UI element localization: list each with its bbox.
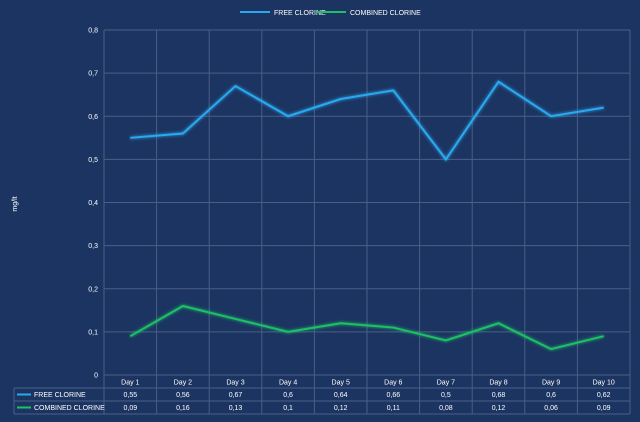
y-tick-label: 0,1 xyxy=(88,329,98,336)
grid xyxy=(104,30,630,375)
data-label: 0,64 xyxy=(334,392,348,399)
data-label: 0,11 xyxy=(387,405,400,412)
x-tick-label: Day 9 xyxy=(542,380,560,387)
y-tick-label: 0,2 xyxy=(88,286,98,293)
y-tick-label: 0,6 xyxy=(88,114,98,121)
x-tick-label: Day 4 xyxy=(279,380,297,387)
x-tick-label: Day 2 xyxy=(174,380,192,387)
y-axis-label: mg/lt xyxy=(12,196,19,211)
y-tick-label: 0,5 xyxy=(88,157,98,164)
data-label: 0,6 xyxy=(283,392,293,399)
legend: FREE CLORINE COMBINED CLORINE xyxy=(240,10,421,17)
x-tick-label: Day 6 xyxy=(384,380,402,387)
data-label: 0,06 xyxy=(544,405,558,412)
y-tick-label: 0,3 xyxy=(88,243,98,250)
x-tick-label: Day 1 xyxy=(121,380,139,387)
y-axis: 0 0,1 0,2 0,3 0,4 0,5 0,6 0,7 0,8 xyxy=(88,28,98,380)
data-table: Day 1 Day 2 Day 3 Day 4 Day 5 Day 6 Day 7 Day 8… xyxy=(14,375,630,414)
data-label: 0,09 xyxy=(123,405,137,412)
data-label: 0,09 xyxy=(597,405,611,412)
data-label: 0,66 xyxy=(386,392,400,399)
data-label: 0,12 xyxy=(334,405,348,412)
y-tick-label: 0,7 xyxy=(88,71,98,78)
data-label: 0,6 xyxy=(546,392,556,399)
data-label: 0,55 xyxy=(123,392,137,399)
x-tick-label: Day 7 xyxy=(437,380,455,387)
table-series-name: COMBINED CLORINE xyxy=(34,405,105,412)
x-tick-label: Day 5 xyxy=(332,380,350,387)
data-label: 0,68 xyxy=(492,392,506,399)
legend-label-combined-clorine: COMBINED CLORINE xyxy=(350,10,421,17)
data-label: 0,62 xyxy=(597,392,611,399)
data-label: 0,13 xyxy=(229,405,243,412)
data-label: 0,12 xyxy=(492,405,506,412)
table-series-name: FREE CLORINE xyxy=(34,392,86,399)
y-tick-label: 0 xyxy=(94,373,98,380)
data-label: 0,67 xyxy=(229,392,243,399)
x-tick-label: Day 8 xyxy=(489,380,507,387)
y-tick-label: 0,4 xyxy=(88,200,98,207)
data-label: 0,5 xyxy=(441,392,451,399)
data-label: 0,16 xyxy=(176,405,190,412)
y-tick-label: 0,8 xyxy=(88,28,98,35)
x-tick-label: Day 3 xyxy=(226,380,244,387)
data-label: 0,56 xyxy=(176,392,190,399)
data-label: 0,1 xyxy=(283,405,293,412)
x-tick-label: Day 10 xyxy=(593,380,615,387)
data-label: 0,08 xyxy=(439,405,453,412)
